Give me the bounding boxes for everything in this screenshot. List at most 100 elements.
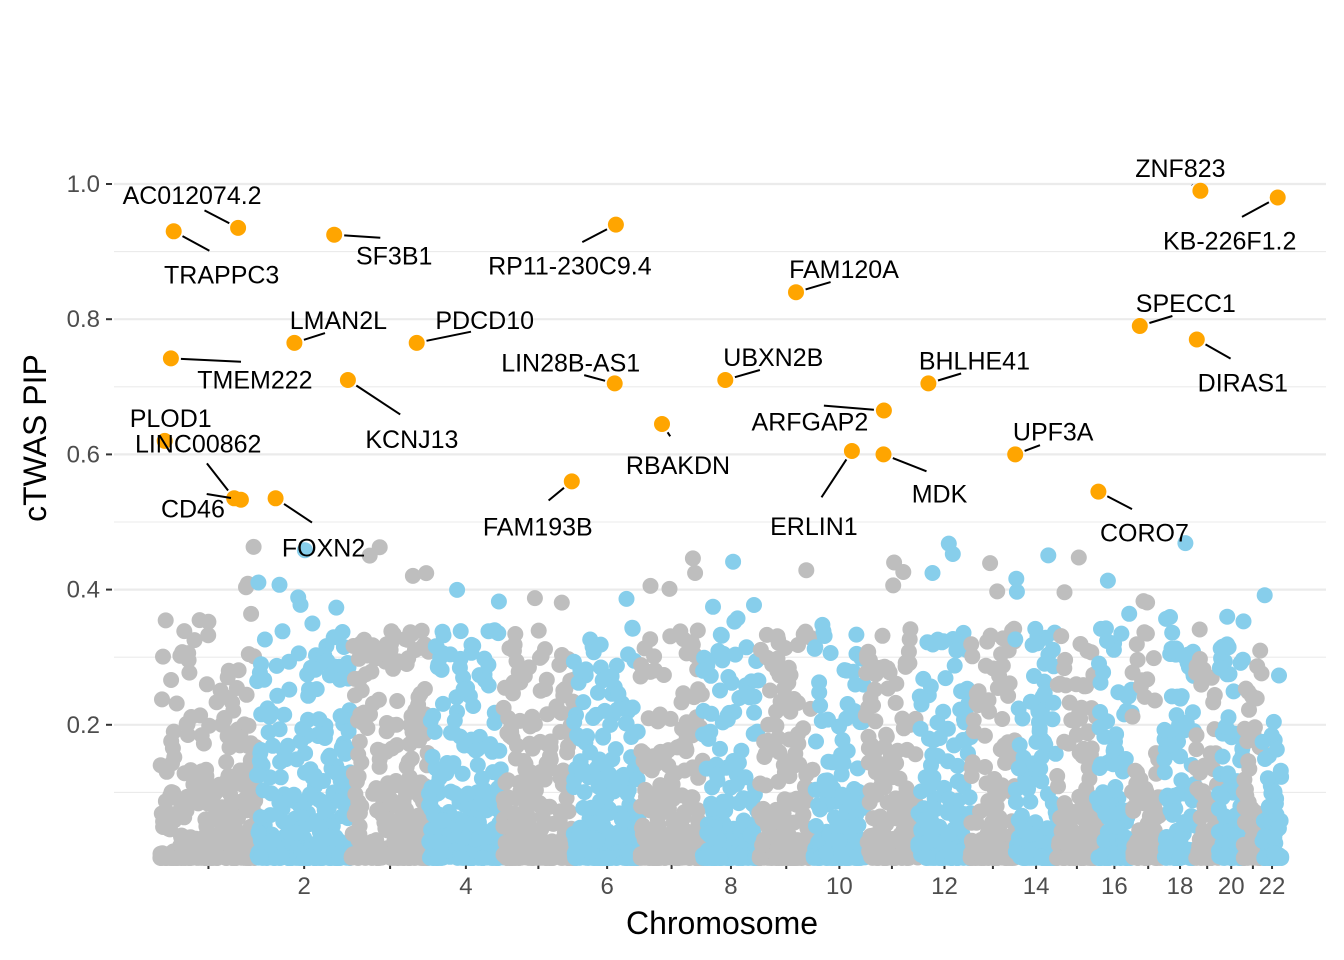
gene-point [927, 801, 944, 818]
highlighted-gene-point [717, 372, 734, 388]
gene-point [689, 622, 706, 639]
gene-point [1271, 667, 1287, 684]
gene-point [701, 827, 718, 844]
highlighted-gene-point [267, 490, 284, 507]
x-tick-label: 10 [826, 873, 853, 900]
highlighted-gene-point [339, 372, 356, 388]
gene-point [900, 643, 917, 660]
gene-point [1031, 720, 1048, 737]
gene-point [762, 682, 778, 699]
gene-point [1047, 745, 1064, 762]
gene-point [1259, 770, 1276, 787]
label-leader [204, 209, 230, 225]
gene-point [252, 809, 269, 826]
gene-point [670, 849, 687, 866]
gene-point [1254, 733, 1271, 750]
gene-point [1191, 621, 1208, 638]
gene-point [1001, 675, 1018, 692]
gene-point [249, 673, 266, 690]
gene-point [730, 795, 747, 812]
gene-point [1188, 741, 1205, 758]
gene-point [511, 774, 528, 791]
gene-point [1055, 834, 1072, 851]
gene-point [446, 712, 463, 729]
gene-label: TRAPPC3 [164, 261, 279, 289]
gene-point [589, 832, 606, 849]
gene-point [1022, 826, 1039, 843]
gene-point [371, 539, 388, 556]
gene-point [633, 657, 650, 674]
gene-point [769, 662, 786, 679]
gene-point [695, 726, 712, 743]
gene-point [359, 720, 376, 736]
gene-point [383, 623, 400, 640]
gene-point [754, 837, 771, 854]
gene-point [629, 723, 646, 740]
gene-point [757, 777, 774, 794]
gene-point [328, 599, 345, 616]
gene-point [572, 663, 589, 679]
gene-point [948, 642, 965, 659]
gene-point [808, 818, 824, 834]
gene-point [1265, 713, 1282, 730]
gene-point [1133, 849, 1150, 866]
highlighted-gene-point [1090, 483, 1107, 500]
gene-point [834, 732, 851, 749]
gene-point [181, 664, 198, 681]
gene-point [977, 657, 994, 674]
gene-point [1191, 651, 1208, 667]
gene-point [725, 553, 742, 570]
gene-point [1257, 751, 1273, 767]
gene-point [1106, 741, 1122, 757]
gene-point [874, 627, 891, 644]
gene-point [806, 640, 823, 657]
gene-point [276, 706, 293, 723]
gene-point [271, 794, 288, 811]
gene-point [238, 579, 254, 596]
highlighted-gene-point [232, 491, 249, 508]
highlighted-gene-point [654, 416, 670, 432]
gene-point [220, 767, 237, 784]
gene-point [480, 623, 497, 640]
gene-point [154, 691, 170, 708]
gene-point [1138, 625, 1155, 642]
gene-point [790, 735, 807, 752]
x-tick-label: 6 [600, 873, 613, 900]
gene-point [872, 808, 889, 825]
gene-point [192, 707, 209, 724]
gene-point [989, 850, 1006, 866]
gene-label: FAM120A [789, 256, 899, 284]
gene-point [310, 711, 327, 728]
gene-point [859, 834, 876, 851]
gene-point [845, 663, 862, 680]
gene-point [592, 659, 609, 676]
gene-point [218, 754, 235, 770]
gene-label: UPF3A [1013, 418, 1094, 446]
gene-point [1132, 771, 1149, 788]
gene-point [923, 757, 939, 774]
gene-label: ERLIN1 [770, 513, 858, 541]
gene-point [600, 765, 617, 782]
gene-point [1013, 807, 1030, 824]
gene-point [281, 681, 298, 698]
gene-label: FOXN2 [282, 534, 365, 562]
gene-point [198, 676, 215, 693]
gene-point [350, 768, 367, 785]
gene-point [555, 762, 572, 779]
gene-point [555, 682, 572, 699]
gene-point [353, 798, 370, 815]
gene-point [190, 795, 207, 812]
gene-point [1194, 849, 1211, 866]
gene-point [1079, 642, 1096, 659]
label-leader [303, 332, 326, 341]
y-tick-label: 1.0 [67, 171, 100, 198]
gene-point [703, 705, 720, 722]
gene-point [582, 744, 599, 761]
gene-point [350, 746, 367, 763]
gene-point [365, 785, 382, 802]
gene-point [811, 684, 828, 701]
gene-point [199, 815, 216, 832]
gene-point [771, 843, 788, 860]
gene-point [325, 629, 342, 646]
gene-point [1008, 583, 1025, 600]
